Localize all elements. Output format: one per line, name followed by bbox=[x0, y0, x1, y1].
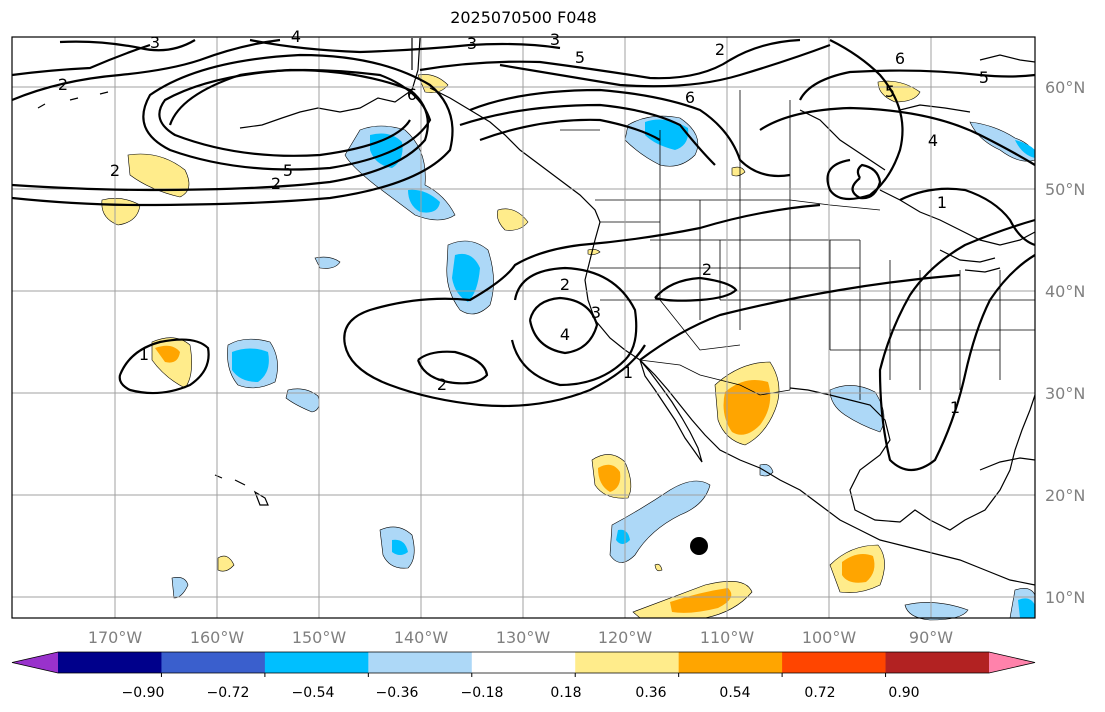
longitude-labels: 170°W 160°W 150°W 140°W 130°W 120°W 110°… bbox=[88, 628, 953, 647]
svg-text:10°N: 10°N bbox=[1045, 588, 1085, 607]
border-layer bbox=[560, 90, 1035, 400]
colorbar bbox=[11, 651, 1036, 677]
svg-text:5: 5 bbox=[885, 82, 895, 101]
svg-text:2: 2 bbox=[58, 75, 68, 94]
svg-text:−0.90: −0.90 bbox=[122, 685, 165, 701]
colorbar-segment bbox=[885, 652, 990, 673]
svg-text:0.18: 0.18 bbox=[550, 685, 581, 701]
svg-text:−0.18: −0.18 bbox=[461, 685, 504, 701]
svg-text:5: 5 bbox=[283, 161, 293, 180]
svg-text:2: 2 bbox=[715, 40, 725, 59]
colorbar-segment bbox=[161, 652, 266, 673]
svg-text:−0.36: −0.36 bbox=[376, 685, 419, 701]
latitude-labels: 60°N 50°N 40°N 30°N 20°N 10°N bbox=[1045, 78, 1085, 607]
svg-text:2: 2 bbox=[271, 174, 281, 193]
colorbar-extend-left bbox=[12, 652, 58, 673]
grid-lines bbox=[12, 37, 1035, 618]
svg-text:0.36: 0.36 bbox=[635, 685, 666, 701]
svg-text:100°W: 100°W bbox=[802, 628, 857, 647]
svg-text:90°W: 90°W bbox=[909, 628, 953, 647]
contour-layer bbox=[11, 38, 1036, 472]
coastline-layer bbox=[37, 37, 1036, 586]
colorbar-segment bbox=[264, 652, 369, 673]
map-frame bbox=[11, 36, 1036, 619]
svg-text:130°W: 130°W bbox=[496, 628, 551, 647]
svg-text:0.90: 0.90 bbox=[888, 685, 919, 701]
svg-text:3: 3 bbox=[550, 30, 560, 49]
shaded-anomaly-layer bbox=[101, 74, 1036, 621]
svg-text:30°N: 30°N bbox=[1045, 384, 1085, 403]
colorbar-outline bbox=[11, 651, 1036, 674]
svg-text:0.72: 0.72 bbox=[804, 685, 835, 701]
svg-text:160°W: 160°W bbox=[190, 628, 245, 647]
svg-text:−0.72: −0.72 bbox=[207, 685, 250, 701]
svg-text:5: 5 bbox=[979, 68, 989, 87]
colorbar-segment bbox=[575, 652, 680, 673]
svg-text:50°N: 50°N bbox=[1045, 180, 1085, 199]
colorbar-segment bbox=[58, 652, 162, 673]
svg-text:60°N: 60°N bbox=[1045, 78, 1085, 97]
svg-text:6: 6 bbox=[895, 49, 905, 68]
svg-text:4: 4 bbox=[560, 325, 570, 344]
svg-text:3: 3 bbox=[150, 33, 160, 52]
svg-text:1: 1 bbox=[950, 398, 960, 417]
svg-text:150°W: 150°W bbox=[292, 628, 347, 647]
svg-text:120°W: 120°W bbox=[598, 628, 653, 647]
colorbar-segment bbox=[782, 652, 887, 673]
svg-text:2: 2 bbox=[110, 161, 120, 180]
svg-text:2: 2 bbox=[437, 375, 447, 394]
location-marker bbox=[690, 537, 708, 555]
svg-text:2: 2 bbox=[702, 260, 712, 279]
contour-labels: 3 4 3 5 2 6 2 5 6 2 5 6 2 3 5 4 1 2 2 3 … bbox=[58, 27, 989, 417]
map-title: 2025070500 F048 bbox=[450, 8, 597, 27]
colorbar-extend-right bbox=[989, 652, 1035, 673]
svg-text:6: 6 bbox=[407, 85, 417, 104]
colorbar-segment bbox=[678, 652, 783, 673]
svg-text:1: 1 bbox=[139, 345, 149, 364]
svg-text:20°N: 20°N bbox=[1045, 486, 1085, 505]
svg-text:3: 3 bbox=[591, 303, 601, 322]
svg-text:110°W: 110°W bbox=[700, 628, 755, 647]
colorbar-labels: −0.90 −0.72 −0.54 −0.36 −0.18 0.18 0.36 … bbox=[122, 685, 920, 701]
svg-text:3: 3 bbox=[467, 34, 477, 53]
svg-text:−0.54: −0.54 bbox=[292, 685, 335, 701]
svg-text:1: 1 bbox=[623, 363, 633, 382]
svg-text:2: 2 bbox=[560, 275, 570, 294]
svg-text:140°W: 140°W bbox=[394, 628, 449, 647]
svg-text:1: 1 bbox=[937, 193, 947, 212]
svg-text:6: 6 bbox=[685, 88, 695, 107]
svg-text:5: 5 bbox=[575, 48, 585, 67]
svg-text:40°N: 40°N bbox=[1045, 282, 1085, 301]
svg-text:0.54: 0.54 bbox=[719, 685, 750, 701]
svg-text:4: 4 bbox=[928, 131, 938, 150]
colorbar-segment bbox=[471, 652, 576, 673]
colorbar-segment bbox=[368, 652, 473, 673]
svg-text:170°W: 170°W bbox=[88, 628, 143, 647]
